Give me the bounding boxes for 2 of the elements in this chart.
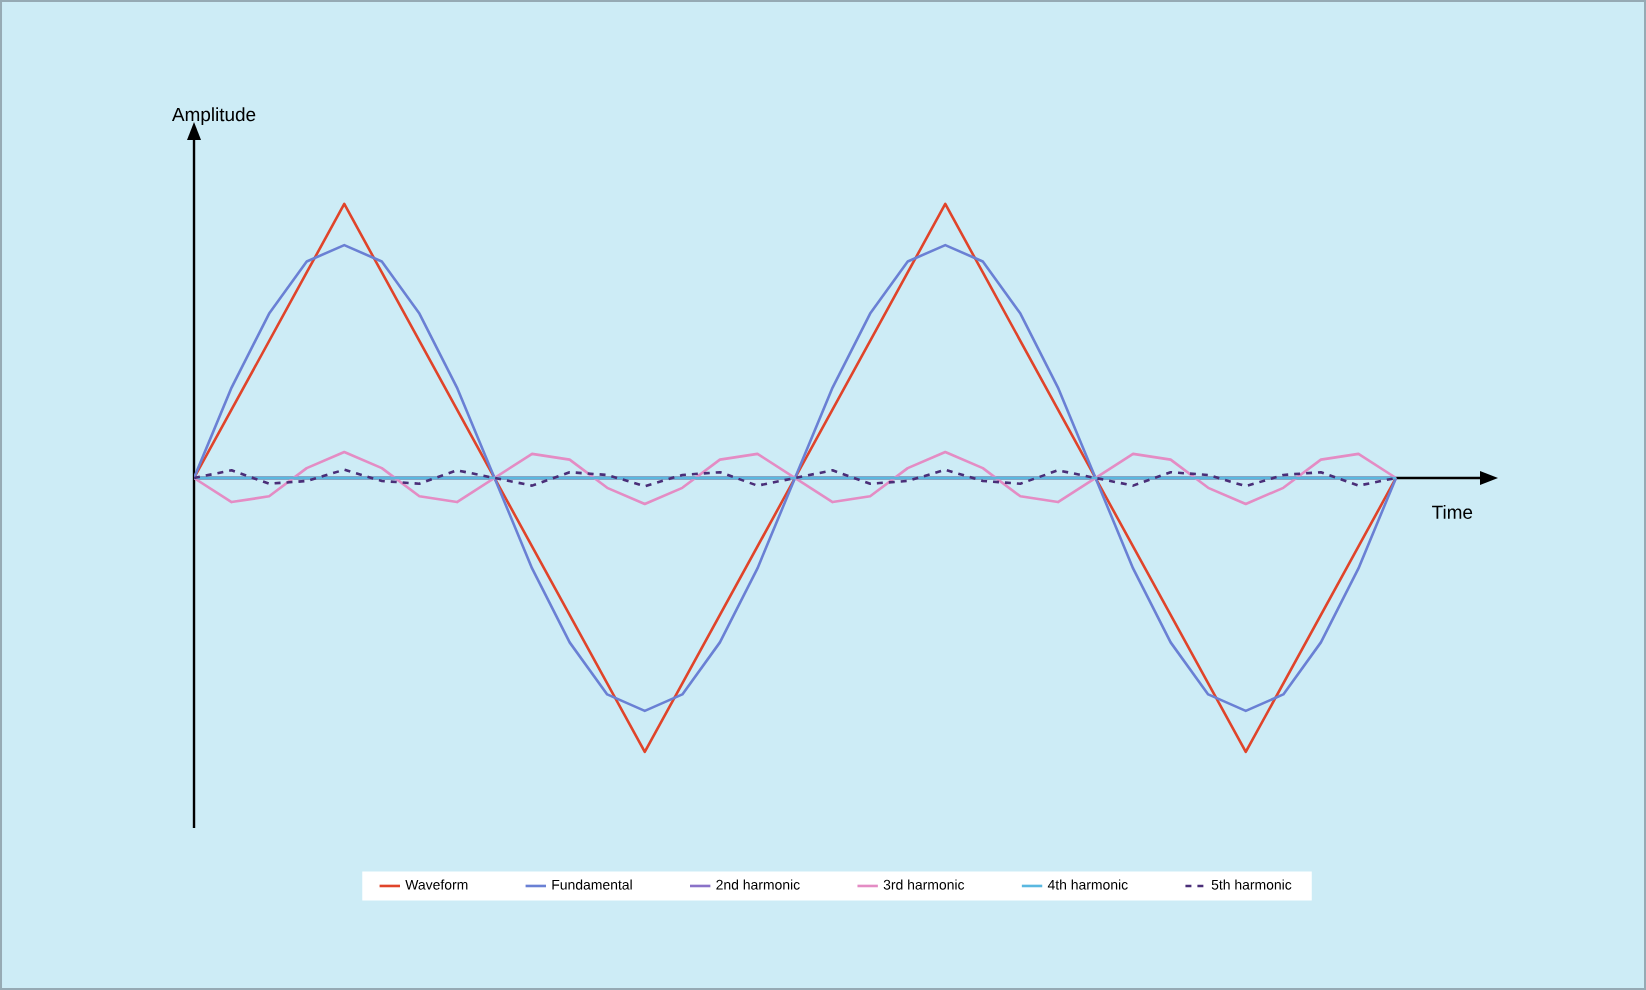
x-axis-title: Time bbox=[1432, 505, 1473, 519]
y-axis-title: Amplitude bbox=[171, 107, 256, 125]
